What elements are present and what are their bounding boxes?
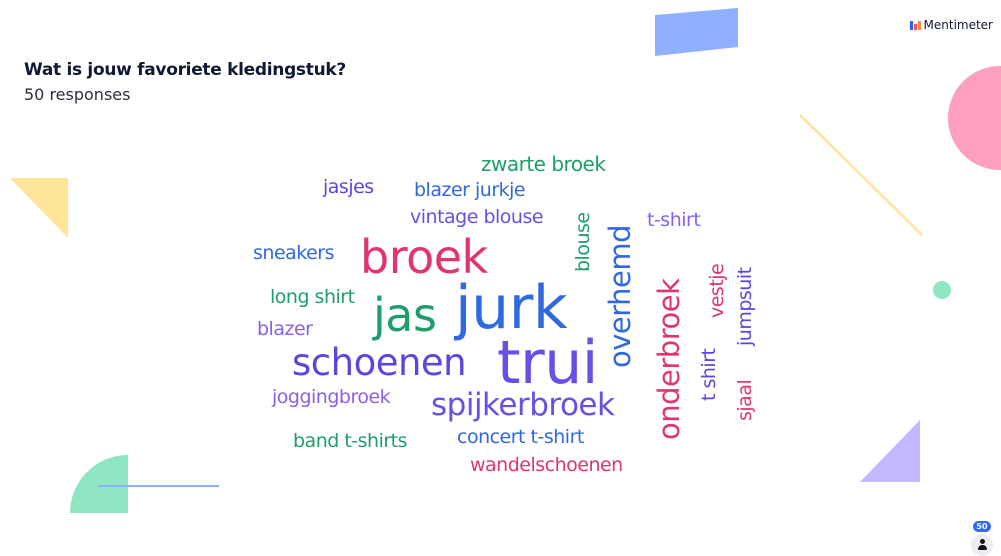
mentimeter-logo-icon — [909, 20, 921, 30]
green-dot-shape — [933, 281, 951, 299]
word-cloud-item: wandelschoenen — [470, 454, 623, 476]
pink-circle-shape — [948, 66, 1001, 170]
response-counter[interactable]: 50 — [971, 514, 993, 556]
brand-name: Mentimeter — [923, 18, 993, 32]
person-icon — [971, 534, 993, 556]
word-cloud-item: vestje — [706, 263, 728, 318]
word-cloud-item: vintage blouse — [410, 206, 544, 228]
word-cloud-item: t shirt — [698, 348, 720, 401]
word-cloud-item: jurk — [455, 273, 568, 343]
response-count-badge: 50 — [973, 521, 991, 532]
word-cloud-item: broek — [360, 230, 488, 284]
word-cloud-item: long shirt — [270, 286, 355, 308]
word-cloud-item: blazer jurkje — [414, 179, 526, 201]
word-cloud-item: spijkerbroek — [431, 387, 615, 423]
word-cloud-item: overhemd — [603, 224, 637, 368]
word-cloud-item: schoenen — [292, 341, 467, 384]
word-cloud-item: jas — [373, 288, 437, 342]
word-cloud-item: sjaal — [734, 379, 756, 421]
yellow-diagonal-line — [799, 114, 923, 236]
word-cloud-item: t-shirt — [647, 209, 701, 231]
brand-logo: Mentimeter — [909, 18, 993, 32]
yellow-triangle-shape — [10, 178, 68, 238]
word-cloud-item: jumpsuit — [734, 267, 756, 346]
word-cloud-item: trui — [497, 328, 598, 398]
green-quarter-circle-shape — [70, 455, 128, 513]
question-title: Wat is jouw favoriete kledingstuk? — [24, 60, 346, 80]
responses-count-label: 50 responses — [24, 85, 131, 104]
word-cloud-item: blouse — [572, 212, 594, 272]
word-cloud-item: jasjes — [323, 176, 374, 198]
word-cloud-item: blazer — [257, 318, 313, 340]
word-cloud-item: concert t-shirt — [457, 426, 584, 448]
word-cloud-item: band t-shirts — [293, 430, 408, 452]
blue-parallelogram-shape — [655, 8, 738, 56]
purple-triangle-shape — [860, 420, 920, 482]
word-cloud-item: sneakers — [253, 242, 335, 264]
word-cloud-item: zwarte broek — [481, 152, 606, 176]
word-cloud-item: onderbroek — [652, 278, 686, 440]
word-cloud-item: joggingbroek — [272, 386, 391, 408]
